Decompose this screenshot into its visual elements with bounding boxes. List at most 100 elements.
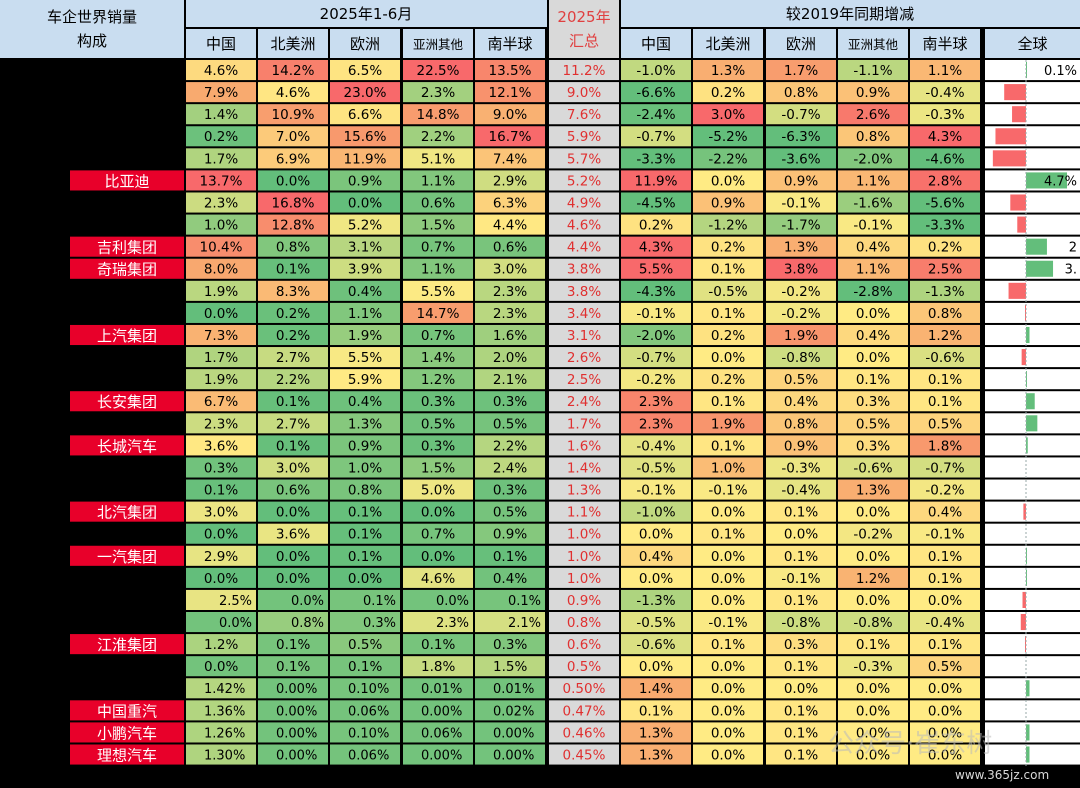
change-cell [838,435,908,456]
region-header-2025-cell [186,29,256,58]
total-cell [549,700,619,721]
global-cell [985,104,1080,125]
change-value: 0.0% [928,747,962,763]
share-cell [330,258,400,279]
change-cell [910,369,980,390]
share-value: 1.2% [421,372,455,388]
change-cell [693,656,763,677]
share-cell [403,82,473,103]
global-cell [985,192,1080,213]
change-cell [766,678,836,699]
share-cell [186,258,256,279]
share-value: 0.1% [348,549,382,565]
share-cell [330,567,400,588]
change-value: 3.8% [784,262,818,278]
change-value: 0.0% [711,659,745,675]
share-value: 9.0% [493,107,527,123]
share-value: 1.7% [204,350,238,366]
total-value: 2.6% [567,350,601,366]
share-cell [403,501,473,522]
change-cell [621,280,691,301]
change-value: -6.3% [781,129,820,145]
share-value: 2.9% [493,173,527,189]
share-cell [186,634,256,655]
change-cell [693,479,763,500]
share-value: 4.6% [204,63,238,79]
share-cell [475,545,545,566]
global-cell [985,700,1080,721]
change-cell [621,479,691,500]
change-cell [621,634,691,655]
change-value: 0.0% [856,549,890,565]
share-value: 1.7% [204,151,238,167]
change-cell [766,612,836,633]
share-cell [258,567,328,588]
share-value: 12.8% [272,218,315,234]
change-value: 0.0% [711,173,745,189]
total-value: 1.6% [567,438,601,454]
share-cell [186,457,256,478]
change-cell [621,214,691,235]
total-value: 4.6% [567,218,601,234]
company-name: 江淮集团 [97,636,157,654]
share-cell [330,744,400,765]
total-value: 3.1% [567,328,601,344]
change-cell [910,258,980,279]
change-cell [838,479,908,500]
share-value: 14.2% [272,63,315,79]
change-value: 0.1% [711,306,745,322]
share-value: 0.1% [348,659,382,675]
share-cell [186,148,256,169]
share-value: 3.6% [276,527,310,543]
share-cell [403,258,473,279]
change-value: -0.4% [636,438,675,454]
share-cell [403,104,473,125]
change-value: 0.8% [784,85,818,101]
change-value: -0.1% [781,195,820,211]
global-cell [985,656,1080,677]
change-cell [910,192,980,213]
change-cell [621,523,691,544]
share-cell [475,634,545,655]
change-cell [621,391,691,412]
share-value: 2.4% [493,460,527,476]
change-cell [838,391,908,412]
share-cell [475,214,545,235]
global-cell [985,501,1080,522]
change-value: 2.8% [928,173,962,189]
change-cell [693,236,763,257]
total-cell [549,192,619,213]
change-value: 0.1% [711,637,745,653]
share-cell [258,214,328,235]
total-value: 9.0% [567,85,601,101]
share-value: 2.3% [436,616,469,631]
share-cell [475,391,545,412]
change-cell [693,82,763,103]
share-value: 1.8% [421,659,455,675]
change-cell [910,214,980,235]
share-cell [475,170,545,191]
global-cell [985,82,1080,103]
global-cell [985,744,1080,765]
change-cell [838,126,908,147]
change-value: 0.1% [711,394,745,410]
change-value: -0.1% [636,306,675,322]
region-header-vs2019-cell [766,29,836,58]
change-cell [910,148,980,169]
change-cell [766,413,836,434]
change-cell [766,347,836,368]
share-value: 0.4% [348,394,382,410]
change-value: 0.1% [784,747,818,763]
share-cell [330,391,400,412]
change-value: 0.0% [856,681,890,697]
global-bar [1026,415,1038,432]
total-2025-header-line2: 汇总 [569,32,599,50]
global-cell [985,722,1080,743]
company-name-cell [70,545,184,566]
share-cell [258,678,328,699]
share-cell [403,413,473,434]
change-cell [766,479,836,500]
watermark: 公众号·崔东树 www.365jz.com [828,729,1049,782]
change-value: 0.0% [856,747,890,763]
change-value: -2.0% [853,151,892,167]
